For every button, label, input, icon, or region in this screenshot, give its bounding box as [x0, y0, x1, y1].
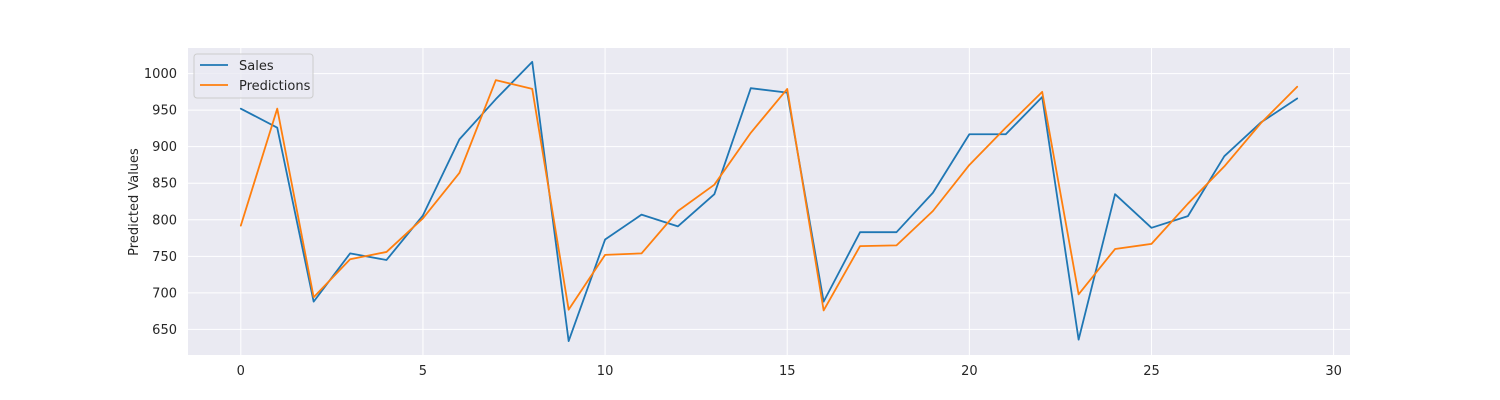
x-tick-label: 30 — [1325, 364, 1342, 379]
series-line-predictions — [239, 79, 1299, 312]
y-tick-label: 800 — [152, 213, 177, 228]
y-tick-label: 900 — [152, 140, 177, 155]
y-axis-title: Predicted Values — [127, 148, 142, 256]
plot-background — [188, 48, 1350, 355]
x-gridlines — [240, 48, 1335, 355]
y-tick-label: 850 — [152, 177, 177, 192]
legend-label-sales: Sales — [239, 59, 274, 74]
series-layer — [239, 60, 1299, 343]
y-tick-label: 750 — [152, 250, 177, 265]
legend: Sales Predictions — [193, 53, 314, 99]
x-tick-label: 5 — [419, 364, 427, 379]
y-tick-label: 950 — [152, 104, 177, 119]
legend-label-predictions: Predictions — [239, 79, 311, 94]
x-tick-label: 15 — [779, 364, 796, 379]
x-tick-labels: 0 5 10 15 20 25 30 — [237, 364, 1342, 379]
x-tick-label: 10 — [597, 364, 614, 379]
x-tick-label: 25 — [1143, 364, 1160, 379]
y-tick-label: 700 — [152, 286, 177, 301]
x-tick-label: 20 — [961, 364, 978, 379]
y-tick-label: 650 — [152, 323, 177, 338]
x-tick-label: 0 — [237, 364, 245, 379]
y-tick-label: 1000 — [144, 67, 177, 82]
y-tick-labels: 650 700 750 800 850 900 950 1000 — [144, 67, 177, 338]
